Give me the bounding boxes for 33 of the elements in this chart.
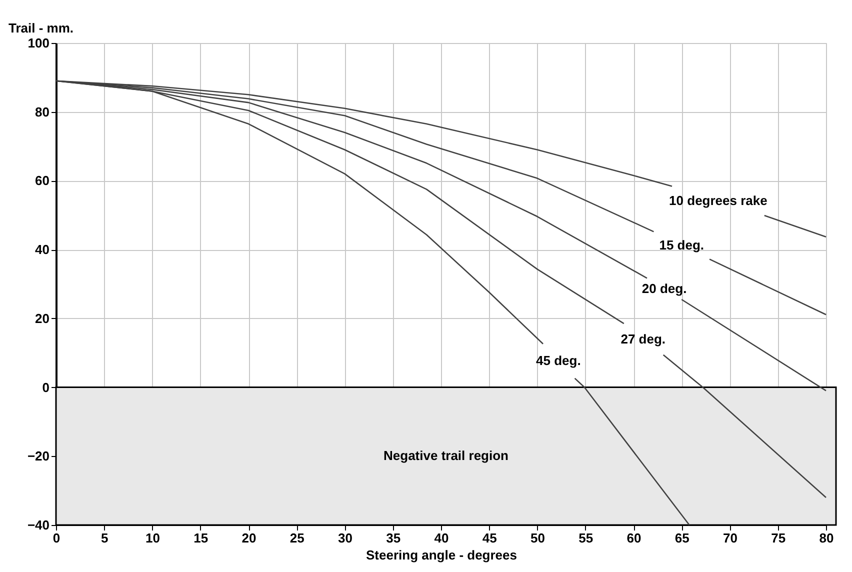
x-tick-label: 55 [578,530,594,546]
x-tick-label: 40 [434,530,449,546]
x-tick-label: 75 [771,530,786,546]
x-tick-label: 10 [146,530,160,546]
y-tick-label: 0 [42,380,50,395]
y-tick-label: 20 [35,310,50,326]
x-tick-label: 80 [819,530,834,546]
x-tick-label: 5 [101,530,108,546]
band-label: Negative trail region [384,448,509,464]
x-tick-label: 25 [290,530,304,546]
y-tick-label: 80 [35,104,50,120]
x-tick-label: 70 [723,530,738,546]
series-label: 27 deg. [620,331,666,346]
y-tick-label: 60 [35,173,50,188]
x-tick-label: 65 [674,530,690,546]
x-tick-label: 50 [530,530,545,546]
x-tick-label: 0 [52,530,60,546]
x-tick-label: 45 [482,530,497,546]
y-tick-label: −40 [27,518,50,532]
y-tick-label: 40 [35,242,50,258]
series-label: 20 deg. [642,280,687,296]
series-label: 10 degrees rake [669,192,768,208]
y-tick-label: −20 [27,448,50,464]
x-tick-label: 30 [338,530,352,546]
x-tick-label: 20 [242,530,256,546]
x-tick-label: 15 [194,530,208,546]
x-tick-label: 60 [626,530,642,546]
series-label: 45 deg. [536,353,581,368]
x-tick-label: 35 [386,530,401,546]
x-axis-title: Steering angle - degrees [366,548,517,562]
series-label: 15 deg. [659,237,704,252]
y-axis-title: Trail - mm. [8,20,74,36]
y-tick-label: 100 [28,36,50,50]
